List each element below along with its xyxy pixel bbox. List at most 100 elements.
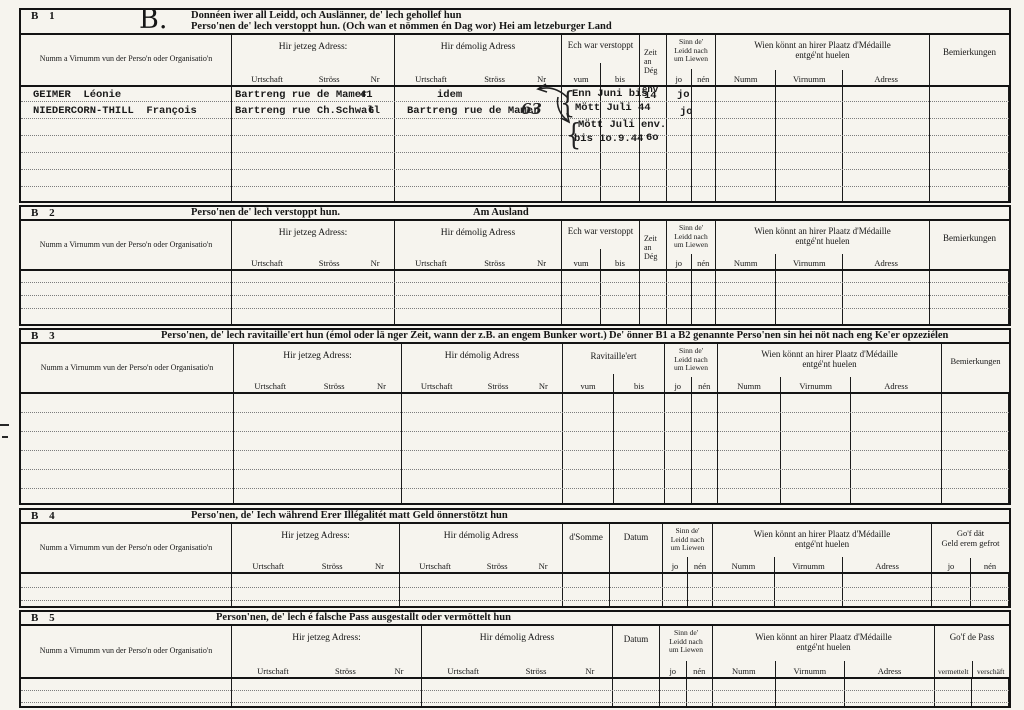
sub-adress: Adress (850, 377, 941, 392)
body-cell-sinn (667, 87, 716, 201)
demolig-sublabels: Urtschaft Ströss Nr (402, 378, 562, 392)
sub-jo: jo (947, 561, 955, 571)
col-jetzeg-label: Hir jetzeg Adress: (281, 531, 350, 541)
section-b2-subtitle: Am Ausland (473, 207, 529, 218)
sub-urtschaft: Urtschaft (251, 74, 283, 84)
section-b3: B 3 Perso'nen, de' lech ravitaille'ert h… (19, 328, 1011, 505)
col-demolig-label: Hir démolig Adress (444, 351, 520, 361)
col-jetzeg-adress: Hir jetzeg Adress: Urtschaft Ströss Nr (232, 626, 422, 677)
section-b2-body (21, 271, 1009, 324)
jetzeg-sublabels: Urtschaft Ströss Nr (232, 255, 394, 269)
sub-nr: Nr (375, 561, 384, 571)
body-cell-demolig (395, 87, 562, 201)
row-rule (21, 101, 1009, 102)
sinn-line1: Sinn de' (675, 526, 700, 535)
col-somme: d'Somme (563, 524, 610, 572)
col-verstoppt: Ech war verstoppt vum bis (562, 221, 640, 269)
col-datum: Datum (610, 524, 663, 572)
col-jetzeg-label: Hir jetzeg Adress: (278, 42, 348, 52)
wien-line1: Wien könnt an hirer Plaatz d'Médaille (753, 529, 891, 539)
section-b3-body (21, 394, 1009, 503)
sub-stross: Ströss (323, 381, 345, 391)
row-rule (21, 488, 1009, 489)
row-rule (21, 469, 1009, 470)
section-b2: B 2 Perso'nen de' lech verstoppt hun. Am… (19, 205, 1011, 326)
col-jetzeg-label: Hir jetzeg Adress: (283, 351, 352, 361)
wien-line2: entgé'nt huelen (795, 236, 850, 246)
row-rule (21, 431, 1009, 432)
zeit-line3: Dég (644, 252, 658, 261)
col-name-label: Numm a Virnumm vun der Perso'n oder Orga… (40, 363, 214, 372)
sub-urtschaft: Urtschaft (419, 561, 451, 571)
sinn-sublabels: jo nén (663, 557, 712, 572)
section-b1-header: Numm a Virnumm vun der Perso'n oder Orga… (21, 35, 1009, 87)
col-demolig-label: Hir démolig Adress (440, 228, 516, 238)
col-jetzeg-adress: Hir jetzeg Adress: Urtschaft Ströss Nr (232, 35, 395, 85)
sub-nr: Nr (370, 74, 380, 84)
wien-line2: entgé'nt huelen (795, 50, 850, 60)
sub-urtschaft: Urtschaft (420, 381, 453, 391)
col-verstoppt: Ech war verstoppt vum bis (562, 35, 640, 85)
col-somme-label: d'Somme (569, 532, 603, 542)
row-rule (21, 450, 1009, 451)
sinn-line3: um Liewen (670, 543, 705, 552)
col-zeit: Zeit an Dég (640, 221, 667, 269)
jetzeg-sublabels: Urtschaft Ströss Nr (232, 661, 421, 677)
col-bemierkungen: Bemierkungen (942, 344, 1009, 392)
section-b5-header: Numm a Virnumm vun der Perso'n oder Orga… (21, 626, 1009, 679)
row-rule (21, 282, 1009, 283)
body-cell-wien (716, 87, 930, 201)
sub-numm: Numm (731, 666, 756, 676)
row-rule (21, 169, 1009, 170)
col-zeit-label: Zeit an Dég (640, 221, 666, 261)
sub-stross: Ströss (318, 258, 340, 268)
wien-line1: Wien könnt an hirer Plaatz d'Médaille (755, 632, 892, 642)
section-b2-title: Perso'nen de' lech verstoppt hun. (191, 207, 341, 218)
sub-vum: vum (580, 381, 596, 391)
sub-virnumm: Virnumm (773, 557, 843, 572)
section-letter: B. (139, 4, 168, 35)
sub-nr: Nr (377, 381, 386, 391)
col-wien: Wien könnt an hirer Plaatz d'Médaille en… (716, 35, 930, 85)
section-b2-header: Numm a Virnumm vun der Perso'n oder Orga… (21, 221, 1009, 271)
wien-line1: Wien könnt an hirer Plaatz d'Médaille (754, 40, 891, 50)
row-rule (21, 118, 1009, 119)
wien-line2: entgé'nt huelen (802, 359, 857, 369)
section-b1: B 1 B. Donnéen iwer all Leidd, och Auslä… (19, 4, 1011, 203)
sinn-line2: Leidd nach (670, 534, 705, 544)
col-name: Numm a Virnumm vun der Perso'n oder Orga… (21, 35, 232, 85)
demolig-sublabels: Urtschaft Ströss Nr (395, 71, 561, 85)
sinn-line1: Sinn de' (678, 223, 704, 232)
sub-stross: Ströss (486, 561, 508, 571)
col-gof-geld-label: Go'f dät Geld erem gefrot (932, 524, 1009, 548)
row-rule (21, 186, 1009, 187)
col-name-label: Numm a Virnumm vun der Perso'n oder Orga… (39, 646, 213, 655)
col-wien-label: Wien könnt an hirer Plaatz d'Médaille en… (716, 35, 929, 60)
col-wien-label: Wien könnt an hirer Plaatz d'Médaille en… (718, 344, 941, 369)
section-b1-title-line1: Donnéen iwer all Leidd, och Auslänner, d… (191, 10, 462, 21)
sinn-line3: um Liewen (669, 645, 703, 654)
sinn-line3: um Liewen (674, 54, 708, 63)
wien-sublabels: Numm Virnumm Adress (713, 557, 931, 572)
col-sinn-label: Sinn de' Leidd nach um Liewen (667, 35, 715, 64)
col-demolig-adress: Hir démolig Adress Urtschaft Ströss Nr (402, 344, 563, 392)
sub-numm: Numm (737, 381, 761, 391)
col-datum-label: Datum (623, 532, 649, 542)
section-b1-body (21, 87, 1009, 201)
col-wien: Wien könnt an hirer Plaatz d'Médaille en… (713, 524, 932, 572)
sub-stross: Ströss (484, 74, 505, 84)
sinn-line2: Leidd nach (674, 354, 708, 364)
col-sinn: Sinn de' Leidd nach um Liewen jo nén (663, 524, 713, 572)
sub-jo: jo (674, 381, 682, 391)
col-name-label: Numm a Virnumm vun der Perso'n oder Orga… (39, 54, 213, 63)
jetzeg-sublabels: Urtschaft Ströss Nr (234, 378, 401, 392)
sinn-line2: Leidd nach (669, 636, 703, 646)
sub-jo: jo (675, 74, 683, 84)
margin-mark (2, 436, 8, 438)
sub-nr: Nr (537, 258, 547, 268)
col-bemierkungen: Bemierkungen (930, 221, 1009, 269)
sub-vum: vum (573, 258, 589, 268)
sub-vermettelt: vermettelt (938, 667, 969, 676)
zeit-line3: Dég (644, 66, 658, 75)
sinn-line1: Sinn de' (678, 346, 704, 355)
